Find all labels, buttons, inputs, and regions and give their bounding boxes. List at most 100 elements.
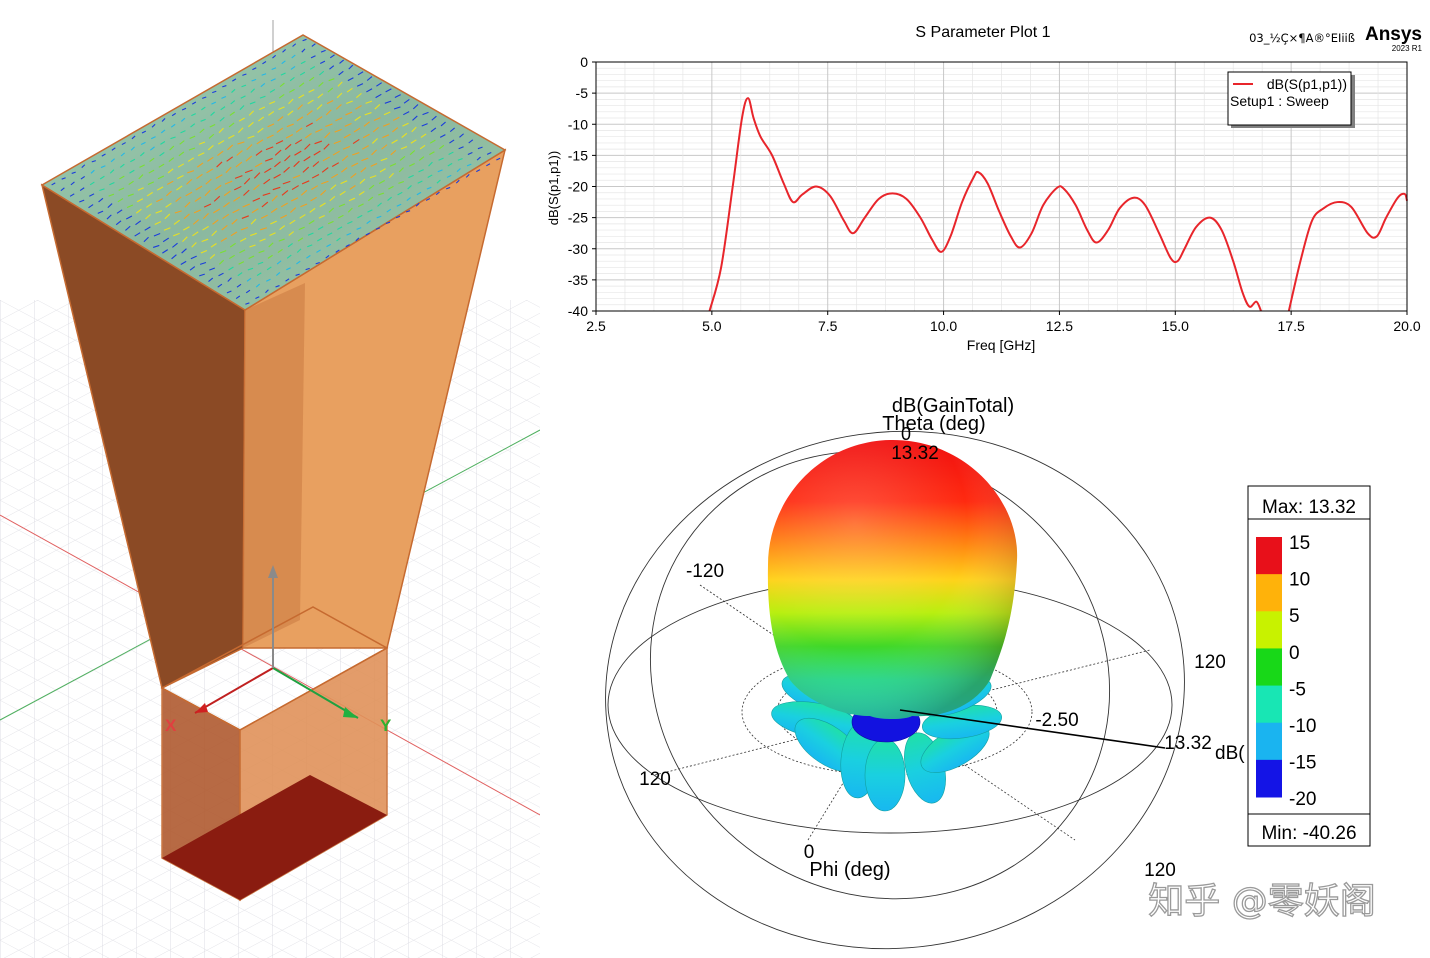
plot-legend[interactable]: dB(S(p1,p1)) Setup1 : Sweep <box>1227 71 1355 128</box>
s-parameter-plot[interactable]: S Parameter Plot 1 03_½Ç×¶A®°EIiiß Ansys… <box>546 24 1423 353</box>
field-vector <box>449 139 455 144</box>
field-vector <box>209 123 216 128</box>
field-vector <box>346 87 353 93</box>
field-vector <box>281 60 286 65</box>
field-vector <box>316 249 321 253</box>
field-vector <box>458 146 464 150</box>
field-vector <box>320 49 326 53</box>
field-vector <box>119 163 125 168</box>
field-vector <box>292 174 301 179</box>
field-vector <box>199 273 205 277</box>
field-vector <box>194 196 202 202</box>
horn-model-view[interactable]: X Y <box>0 0 540 958</box>
field-vector <box>167 168 174 174</box>
legend-color-swatch <box>1256 759 1282 798</box>
field-vector <box>218 127 224 134</box>
field-vector <box>302 38 307 42</box>
field-vector <box>298 226 305 231</box>
field-vector <box>206 168 214 174</box>
field-vector <box>403 98 410 104</box>
field-vector <box>314 140 323 145</box>
field-vector <box>383 111 391 116</box>
field-vector <box>126 204 134 209</box>
field-vector <box>127 193 134 197</box>
field-vector <box>179 140 185 145</box>
field-vector <box>347 77 354 82</box>
field-vector <box>286 267 291 271</box>
field-vector <box>241 215 249 219</box>
field-vector <box>337 214 344 219</box>
field-vector <box>308 220 315 225</box>
field-vector <box>223 202 230 208</box>
s11-trace-segment[interactable] <box>708 97 1262 312</box>
field-vector <box>258 250 265 254</box>
watermark: 知乎 @零妖阁 <box>1148 881 1375 922</box>
field-vector <box>300 189 308 196</box>
x-tick-label: 17.5 <box>1278 318 1305 334</box>
field-vector <box>449 127 455 133</box>
field-vector <box>126 215 133 220</box>
field-vector <box>279 225 286 231</box>
field-vector <box>202 213 209 219</box>
field-vector <box>379 168 386 173</box>
field-vector <box>257 127 264 133</box>
y-tick-label: -20 <box>568 179 588 195</box>
field-vector <box>177 175 184 180</box>
gain-color-legend[interactable]: Max: 13.32 Min: -40.26 15 10 5 0 -5 -10 -15 -20 <box>1247 485 1371 847</box>
field-vector <box>198 141 206 145</box>
field-vector <box>226 156 234 162</box>
field-vector <box>326 243 332 248</box>
field-vector <box>100 165 106 169</box>
field-vector <box>300 60 306 65</box>
field-vector <box>128 180 134 186</box>
field-vector <box>401 132 408 139</box>
field-vector <box>239 237 247 242</box>
field-vector <box>226 290 232 294</box>
field-vector <box>325 109 332 116</box>
field-vector <box>282 180 291 185</box>
field-vector <box>162 237 170 243</box>
field-vector <box>176 185 183 191</box>
field-vector <box>386 208 392 213</box>
gain-3d-polar-plot[interactable]: dB(GainTotal) Theta (deg) 0 13.32 -120 1… <box>562 362 1245 958</box>
field-vector <box>271 195 278 202</box>
field-vector <box>358 191 365 196</box>
field-vector <box>289 76 295 82</box>
field-vector <box>380 157 388 162</box>
field-vector <box>315 262 320 265</box>
field-vector <box>218 259 225 265</box>
field-vector <box>327 220 334 225</box>
field-vector <box>258 116 265 122</box>
field-vector <box>150 146 155 151</box>
field-vector <box>331 173 339 179</box>
s11-trace-segment[interactable] <box>1287 192 1408 312</box>
top-value-label: 13.32 <box>891 443 939 464</box>
field-vector <box>324 132 331 139</box>
field-vector <box>187 170 195 174</box>
field-vector <box>412 115 418 121</box>
s11-trace[interactable] <box>708 97 1408 312</box>
field-vector <box>427 174 433 179</box>
field-vector <box>247 267 254 271</box>
field-vector <box>365 232 370 236</box>
field-vector <box>426 186 432 190</box>
field-vector <box>332 150 340 156</box>
field-vector <box>255 283 261 288</box>
field-vector <box>291 185 299 191</box>
field-vector <box>187 157 195 162</box>
field-vector <box>299 71 306 76</box>
field-vector <box>209 267 216 271</box>
y-tick-label: -40 <box>568 303 588 319</box>
field-vector <box>317 226 324 231</box>
field-vector <box>353 127 361 133</box>
field-vector <box>295 139 303 145</box>
field-vector <box>202 225 209 231</box>
field-vector <box>274 149 282 156</box>
field-vector <box>393 106 401 110</box>
field-vector <box>237 272 243 277</box>
y-tick-label: -35 <box>568 272 588 288</box>
aperture-face[interactable] <box>40 34 507 311</box>
field-vector <box>373 117 381 122</box>
field-vector <box>457 158 463 161</box>
field-vector <box>446 174 452 178</box>
